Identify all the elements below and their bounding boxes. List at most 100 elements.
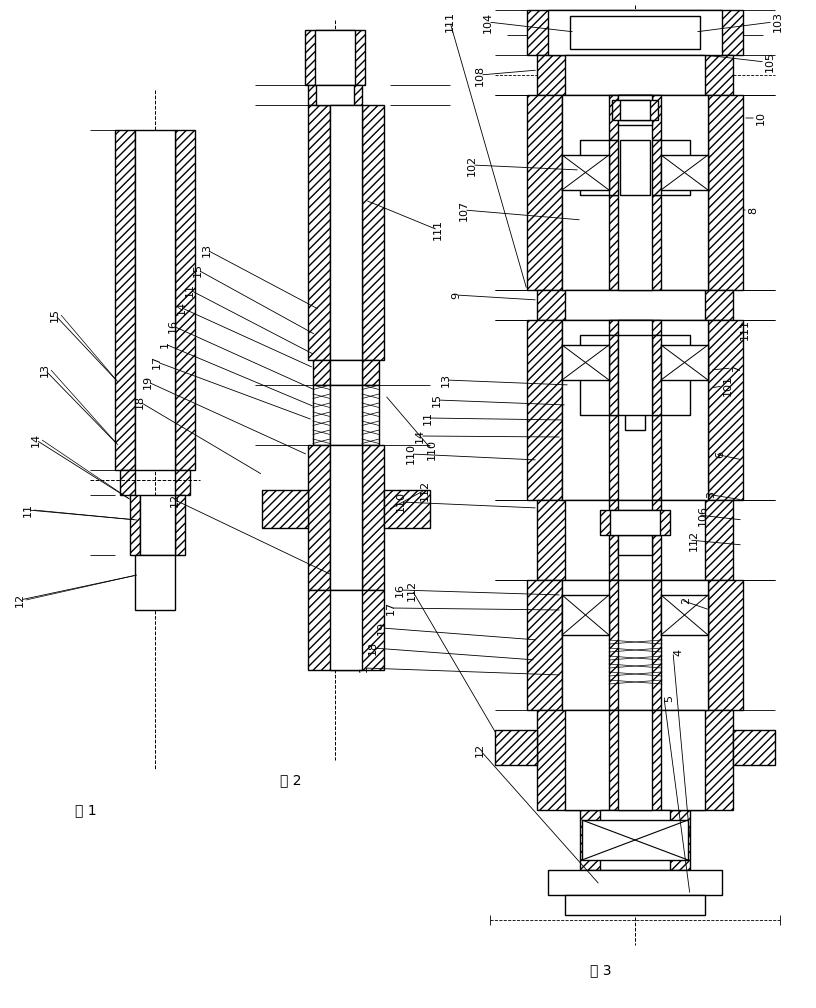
Text: 11: 11 (23, 503, 33, 517)
Text: 18: 18 (368, 641, 378, 655)
Bar (609, 580, 661, 710)
Text: 1: 1 (359, 664, 369, 671)
Text: 110: 110 (406, 444, 416, 465)
Bar (733, 730, 775, 765)
Text: 16: 16 (395, 583, 405, 597)
Bar (537, 710, 733, 810)
Text: 108: 108 (475, 65, 485, 86)
Bar (537, 55, 733, 95)
Bar (565, 895, 705, 915)
Bar (562, 95, 708, 290)
Text: 111: 111 (445, 11, 455, 32)
Text: 12: 12 (475, 743, 485, 757)
Text: 104: 104 (483, 11, 493, 32)
Bar (618, 580, 652, 710)
Bar (661, 345, 708, 380)
Bar (362, 385, 379, 445)
Bar (120, 470, 135, 495)
Bar (527, 10, 743, 55)
Bar (661, 595, 708, 635)
Bar (580, 810, 690, 870)
Bar (362, 105, 384, 360)
Bar (135, 130, 175, 470)
Bar (262, 490, 308, 528)
Bar (562, 580, 708, 710)
Bar (548, 870, 722, 895)
Bar (618, 320, 652, 500)
Text: 1: 1 (160, 341, 170, 348)
Text: 7: 7 (732, 365, 742, 372)
Bar (330, 590, 362, 670)
Text: 11: 11 (185, 283, 195, 297)
Bar (115, 130, 135, 470)
Bar (565, 55, 705, 95)
Text: 12: 12 (170, 493, 180, 507)
Bar (618, 500, 652, 580)
Bar (315, 30, 355, 85)
Bar (548, 10, 722, 55)
Bar (537, 290, 733, 320)
Text: 112: 112 (420, 480, 430, 501)
Text: 111: 111 (740, 320, 750, 341)
Text: 13: 13 (441, 373, 451, 387)
Bar (618, 95, 652, 290)
Text: 16: 16 (168, 319, 178, 333)
Text: 112: 112 (689, 529, 699, 550)
Text: 4: 4 (673, 648, 683, 655)
Bar (308, 590, 384, 670)
Bar (330, 445, 362, 590)
Text: 110: 110 (396, 492, 406, 512)
Text: 图 1: 图 1 (75, 803, 96, 817)
Bar (140, 495, 175, 555)
Text: 11: 11 (423, 411, 433, 425)
Bar (609, 320, 661, 500)
Text: 107: 107 (459, 200, 469, 221)
Bar (620, 100, 650, 120)
Bar (570, 16, 700, 49)
Bar (330, 105, 362, 360)
Text: 111: 111 (433, 220, 443, 241)
Text: 19: 19 (143, 375, 153, 389)
Text: 13: 13 (40, 363, 50, 377)
Bar (130, 495, 140, 555)
Bar (565, 500, 705, 580)
Bar (495, 730, 537, 765)
Text: 14: 14 (31, 433, 41, 448)
Text: 图 3: 图 3 (590, 963, 611, 977)
Text: 9: 9 (451, 291, 461, 298)
Text: 2: 2 (681, 597, 691, 604)
Text: 3: 3 (706, 491, 716, 498)
Bar (362, 445, 384, 590)
Bar (565, 710, 705, 810)
Bar (313, 385, 330, 445)
Text: 13: 13 (202, 243, 212, 257)
Text: 15: 15 (432, 393, 442, 407)
Bar (175, 470, 190, 495)
Bar (313, 360, 330, 385)
Text: 8: 8 (748, 207, 758, 214)
Bar (527, 320, 562, 500)
Bar (362, 360, 379, 385)
Bar (537, 500, 733, 580)
Text: 17: 17 (152, 355, 162, 369)
Bar (609, 710, 661, 810)
Bar (708, 320, 743, 500)
Bar (609, 335, 661, 415)
Text: 101: 101 (723, 376, 733, 396)
Bar (580, 140, 690, 195)
Text: 105: 105 (765, 51, 775, 73)
Bar (562, 345, 609, 380)
Text: 图 2: 图 2 (280, 773, 301, 787)
Bar (175, 130, 195, 470)
Bar (316, 85, 354, 105)
Bar (708, 95, 743, 290)
Text: 112: 112 (407, 580, 417, 601)
Bar (308, 85, 362, 105)
Bar (562, 595, 609, 635)
Bar (582, 820, 688, 860)
Bar (618, 710, 652, 810)
Text: 12: 12 (15, 593, 25, 607)
Bar (580, 335, 690, 415)
Text: 10: 10 (756, 111, 766, 125)
Bar (330, 360, 362, 385)
